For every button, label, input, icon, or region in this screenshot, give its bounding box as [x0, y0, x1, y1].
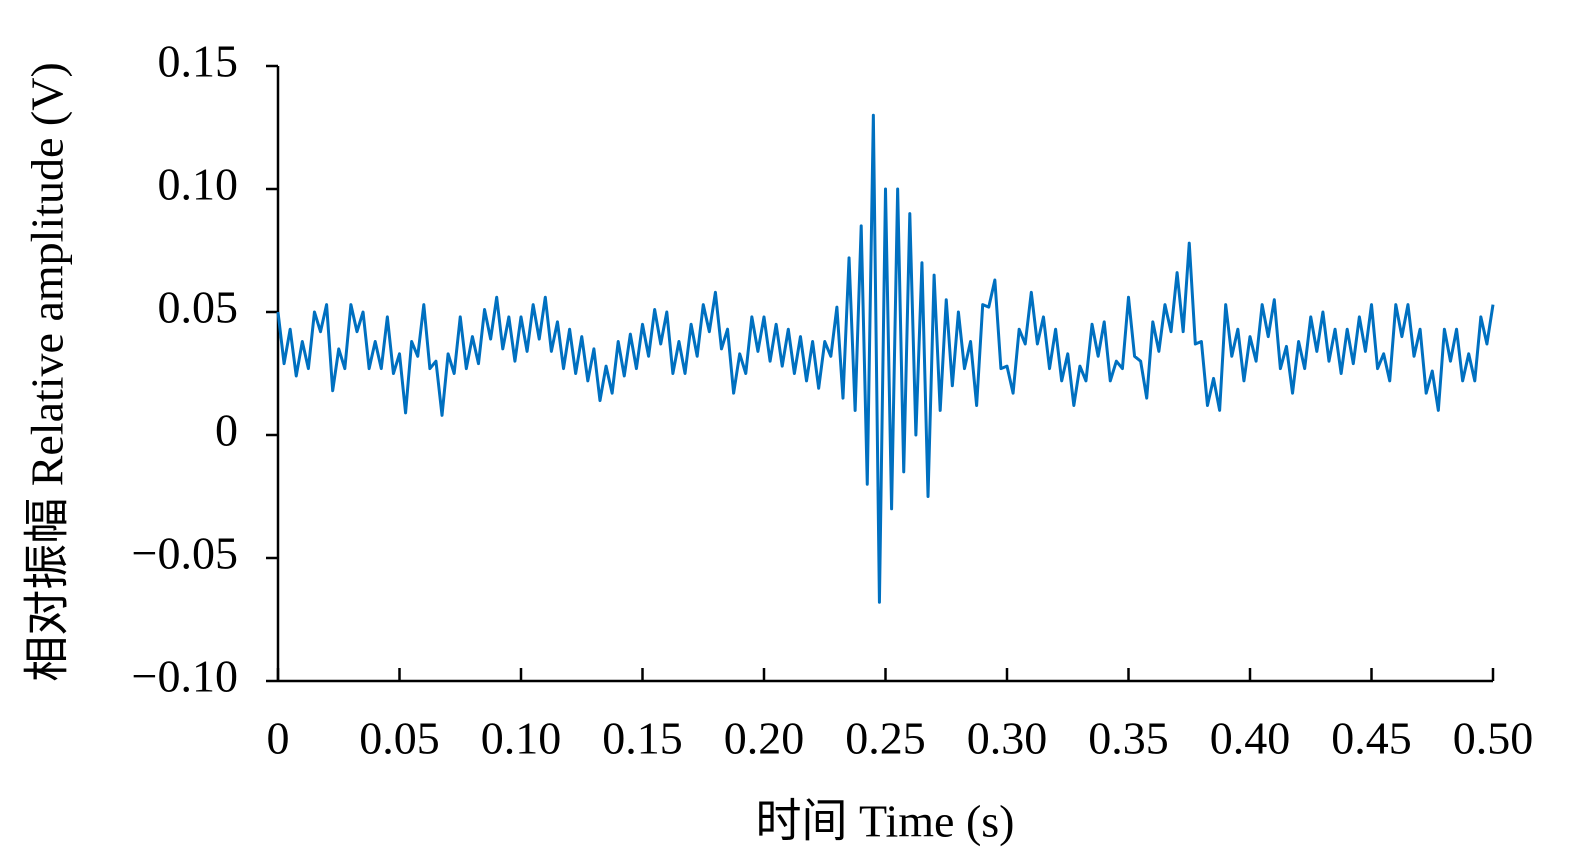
- x-tick-label: 0.15: [602, 713, 683, 764]
- y-tick-label: −0.10: [132, 651, 238, 702]
- x-tick-label: 0.20: [724, 713, 805, 764]
- x-tick-label: 0.05: [359, 713, 440, 764]
- x-tick-label: 0.25: [845, 713, 926, 764]
- y-tick-label: 0.15: [158, 36, 239, 87]
- x-axis-label: 时间 Time (s): [756, 796, 1015, 847]
- x-tick-label: 0.50: [1453, 713, 1534, 764]
- x-tick-label: 0: [267, 713, 290, 764]
- y-tick-label: 0.10: [158, 159, 239, 210]
- x-tick-label: 0.40: [1210, 713, 1291, 764]
- x-tick-label: 0.35: [1088, 713, 1169, 764]
- y-axis-label: 相对振幅 Relative amplitude (V): [22, 62, 73, 682]
- x-tick-label: 0.30: [967, 713, 1048, 764]
- y-tick-label: 0: [215, 405, 238, 456]
- x-tick-label: 0.45: [1331, 713, 1412, 764]
- signal-line: [276, 113, 1495, 604]
- y-tick-label: −0.05: [132, 528, 238, 579]
- y-tick-label: 0.05: [158, 282, 239, 333]
- x-tick-label: 0.10: [481, 713, 562, 764]
